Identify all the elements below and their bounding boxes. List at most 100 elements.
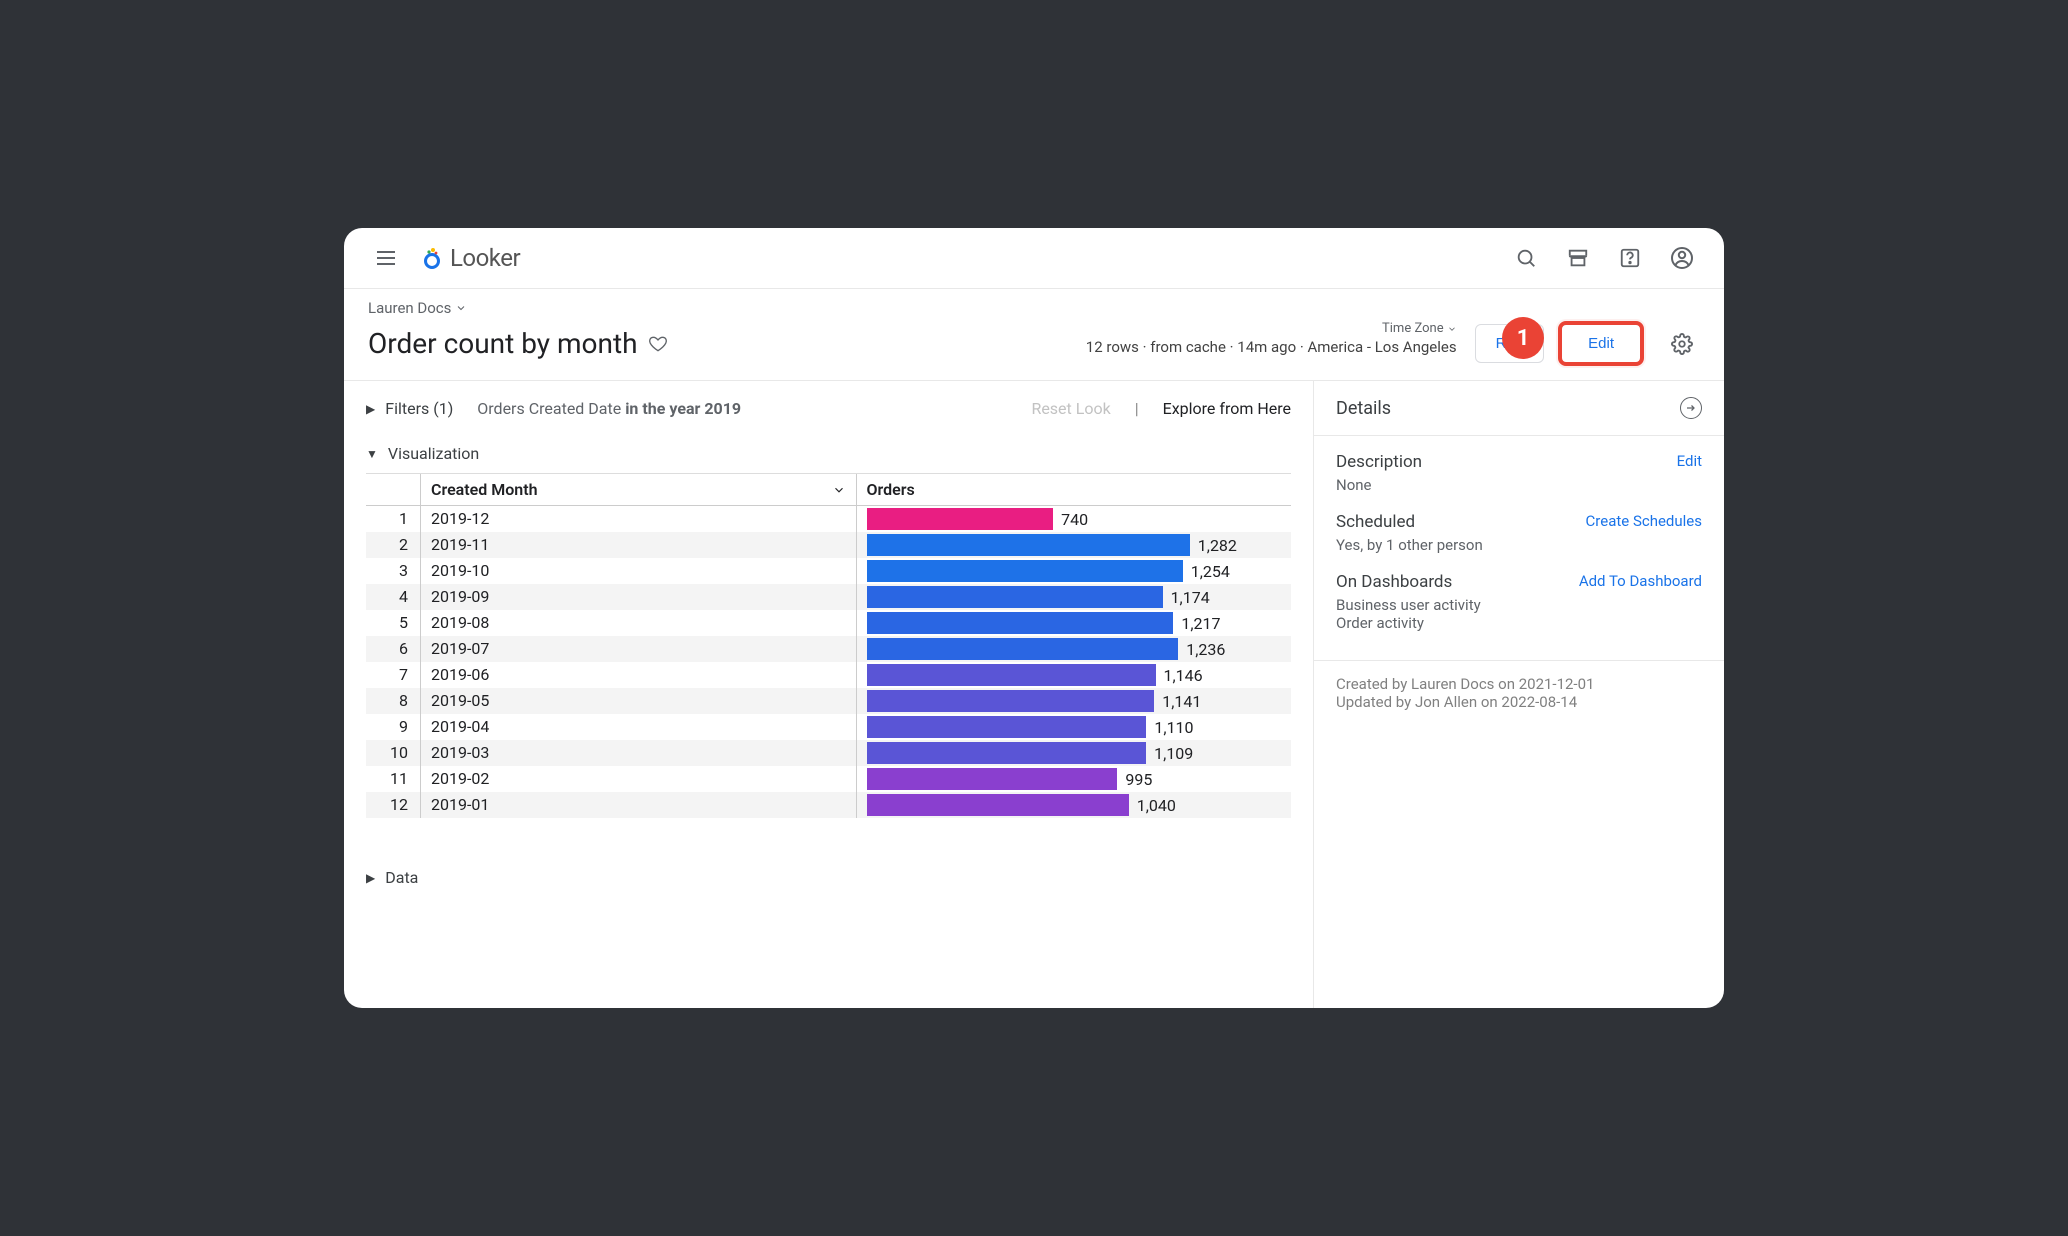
- filters-row: ▶ Filters (1) Orders Created Date in the…: [366, 399, 1291, 418]
- row-month: 2019-06: [420, 662, 856, 688]
- row-bar-cell: 1,236: [856, 636, 1292, 662]
- column-header-orders[interactable]: Orders: [856, 474, 1292, 506]
- app-window: Looker Lauren Docs Order count by month: [344, 228, 1724, 1008]
- table-row: 92019-04 1,110: [366, 714, 1291, 740]
- row-month: 2019-04: [420, 714, 856, 740]
- filters-toggle[interactable]: ▶ Filters (1): [366, 399, 453, 418]
- row-month: 2019-11: [420, 532, 856, 558]
- help-icon[interactable]: [1612, 240, 1648, 276]
- gear-icon[interactable]: [1664, 326, 1700, 362]
- logo[interactable]: Looker: [420, 244, 520, 272]
- row-bar-cell: 1,146: [856, 662, 1292, 688]
- bar-value-label: 740: [1061, 510, 1088, 529]
- table-row: 112019-02995: [366, 766, 1291, 792]
- bar-fill: [867, 612, 1174, 634]
- row-bar-cell: 1,217: [856, 610, 1292, 636]
- row-month: 2019-09: [420, 584, 856, 610]
- app-name: Looker: [450, 244, 520, 272]
- row-bar-cell: 1,109: [856, 740, 1292, 766]
- data-toggle[interactable]: ▶ Data: [366, 868, 1291, 887]
- table-row: 22019-11 1,282: [366, 532, 1291, 558]
- row-index: 3: [366, 558, 420, 584]
- bar-fill: [867, 534, 1190, 556]
- dashboard-item[interactable]: Business user activity: [1336, 596, 1702, 614]
- bar-value-label: 1,217: [1181, 614, 1220, 633]
- bar-value-label: 1,282: [1198, 536, 1237, 555]
- caret-down-icon: ▼: [366, 447, 378, 461]
- annotation-badge: 1: [1502, 317, 1544, 359]
- row-month: 2019-10: [420, 558, 856, 584]
- looker-logo-icon: [420, 246, 444, 270]
- bar-fill: [867, 560, 1183, 582]
- title-zone: Lauren Docs Order count by month Time Zo…: [344, 289, 1724, 381]
- column-header-month[interactable]: Created Month: [420, 474, 856, 506]
- bar-value-label: 1,040: [1137, 796, 1176, 815]
- data-label: Data: [385, 868, 418, 887]
- row-index: 1: [366, 506, 420, 532]
- caret-right-icon: ▶: [366, 402, 375, 416]
- table-row: 12019-12 740: [366, 506, 1291, 532]
- bar-fill: [867, 690, 1155, 712]
- bar-value-label: 1,146: [1164, 666, 1203, 685]
- expand-icon[interactable]: [1680, 397, 1702, 419]
- details-description-edit[interactable]: Edit: [1677, 452, 1702, 470]
- bar-value-label: 1,109: [1154, 744, 1193, 763]
- bar-value-label: 1,254: [1191, 562, 1230, 581]
- row-index: 8: [366, 688, 420, 714]
- row-month: 2019-12: [420, 506, 856, 532]
- details-updated: Updated by Jon Allen on 2022-08-14: [1336, 693, 1702, 711]
- dashboard-item[interactable]: Order activity: [1336, 614, 1702, 632]
- main-column: ▶ Filters (1) Orders Created Date in the…: [344, 381, 1314, 1008]
- search-icon[interactable]: [1508, 240, 1544, 276]
- row-index: 5: [366, 610, 420, 636]
- row-index: 4: [366, 584, 420, 610]
- row-month: 2019-01: [420, 792, 856, 818]
- row-index: 6: [366, 636, 420, 662]
- table-row: 72019-06 1,146: [366, 662, 1291, 688]
- details-panel: Details Description Edit None Scheduled: [1314, 381, 1724, 1008]
- table-row: 82019-051,141: [366, 688, 1291, 714]
- row-bar-cell: 1,174: [856, 584, 1292, 610]
- details-description-label: Description: [1336, 452, 1422, 472]
- details-dashboards-link[interactable]: Add To Dashboard: [1579, 572, 1702, 590]
- visualization-label: Visualization: [388, 444, 479, 463]
- breadcrumb[interactable]: Lauren Docs: [368, 299, 1700, 317]
- row-index: 9: [366, 714, 420, 740]
- top-bar: Looker: [344, 228, 1724, 289]
- details-heading: Details: [1336, 398, 1391, 419]
- account-icon[interactable]: [1664, 240, 1700, 276]
- row-index: 10: [366, 740, 420, 766]
- caret-right-icon: ▶: [366, 871, 375, 885]
- chevron-down-icon: [455, 302, 467, 314]
- table-row: 122019-01 1,040: [366, 792, 1291, 818]
- row-index: 11: [366, 766, 420, 792]
- edit-button[interactable]: Edit: [1558, 321, 1644, 366]
- details-scheduled-link[interactable]: Create Schedules: [1586, 512, 1702, 530]
- details-created: Created by Lauren Docs on 2021-12-01: [1336, 675, 1702, 693]
- explore-from-here[interactable]: Explore from Here: [1163, 399, 1291, 418]
- query-metadata: 12 rows · from cache · 14m ago · America…: [1086, 338, 1457, 356]
- visualization-table: Created Month Orders 12019-12 740 22019-11…: [366, 473, 1291, 818]
- bar-fill: [867, 508, 1054, 530]
- bar-fill: [867, 638, 1179, 660]
- favorite-icon[interactable]: [648, 334, 668, 354]
- row-index: 7: [366, 662, 420, 688]
- details-scheduled-value: Yes, by 1 other person: [1336, 536, 1702, 554]
- row-bar-cell: 1,040: [856, 792, 1292, 818]
- timezone-selector[interactable]: Time Zone: [1382, 321, 1457, 336]
- menu-icon[interactable]: [368, 240, 404, 276]
- row-index: 12: [366, 792, 420, 818]
- bar-fill: [867, 716, 1147, 738]
- bar-fill: [867, 742, 1147, 764]
- bar-fill: [867, 794, 1129, 816]
- chevron-down-icon: [832, 483, 846, 497]
- bar-value-label: 1,110: [1154, 718, 1193, 737]
- marketplace-icon[interactable]: [1560, 240, 1596, 276]
- row-index: 2: [366, 532, 420, 558]
- visualization-toggle[interactable]: ▼ Visualization: [366, 444, 1291, 463]
- bar-value-label: 1,236: [1186, 640, 1225, 659]
- filter-description: Orders Created Date in the year 2019: [477, 399, 741, 418]
- filters-label: Filters (1): [385, 399, 453, 418]
- table-row: 62019-071,236: [366, 636, 1291, 662]
- row-bar-cell: 1,282: [856, 532, 1292, 558]
